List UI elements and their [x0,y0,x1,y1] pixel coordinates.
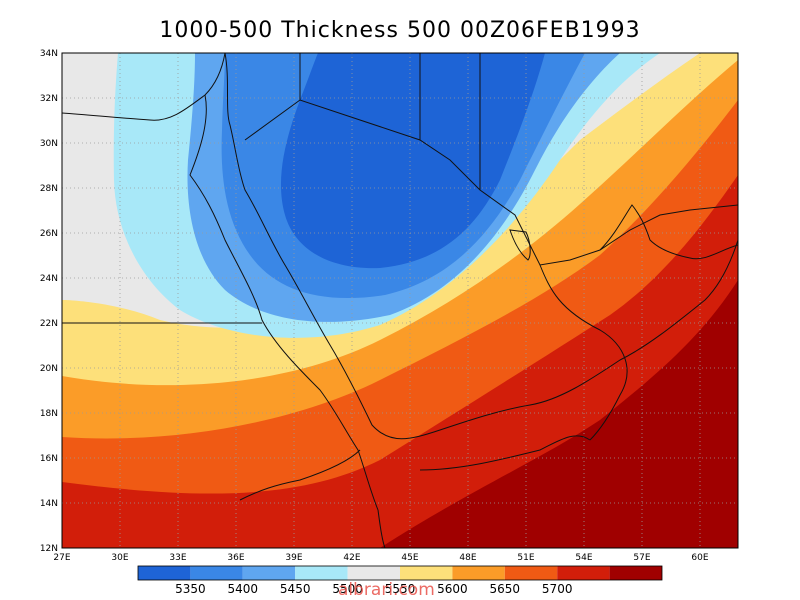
lat-label: 16N [40,454,58,464]
colorbar-swatch [504,566,558,580]
lon-label: 33E [169,553,186,563]
plot-frame [61,52,739,549]
latitude-axis: 34N 32N 30N 28N 26N 24N 22N 20N 18N 16N … [40,49,58,554]
colorbar-swatch [242,566,296,580]
lat-label: 28N [40,184,58,194]
watermark-text: albrari.com [338,580,435,600]
colorbar-label: 5450 [280,582,311,596]
lat-label: 30N [40,139,58,149]
lon-label: 48E [459,553,476,563]
colorbar-label: 5500 [332,582,363,596]
lat-label: 18N [40,409,58,419]
lon-label: 27E [53,553,70,563]
lon-label: 54E [575,553,592,563]
lon-label: 45E [401,553,418,563]
lat-label: 22N [40,319,58,329]
longitude-axis: 27E 30E 33E 36E 39E 42E 45E 48E 51E 54E … [53,553,708,563]
colorbar-swatch [190,566,243,580]
lat-label: 24N [40,274,58,284]
colorbar-swatch [295,566,348,580]
lat-label: 12N [40,544,58,554]
colorbar-swatch [452,566,505,580]
coastlines-borders [62,53,738,548]
colorbar-label: 5650 [490,582,521,596]
colorbar-label: 5600 [437,582,468,596]
colorbar-swatch [557,566,610,580]
lon-label: 57E [633,553,650,563]
colorbar-label: 5550 [385,582,416,596]
lat-label: 26N [40,229,58,239]
map-title: 1000-500 Thickness 500 00Z06FEB1993 [159,18,641,43]
colorbar: 5350 5400 5450 5500 5550 5600 5650 5700 [137,565,663,596]
lon-label: 42E [343,553,360,563]
colorbar-label: 5700 [542,582,573,596]
lon-label: 30E [111,553,128,563]
lat-label: 14N [40,499,58,509]
contour-band-5350 [280,53,545,269]
lon-label: 51E [517,553,534,563]
lon-label: 36E [227,553,244,563]
colorbar-swatch [400,566,453,580]
lon-label: 60E [691,553,708,563]
lat-label: 32N [40,94,58,104]
contour-fill-layer [62,53,738,548]
lat-label: 34N [40,49,58,59]
lat-lon-grid [62,53,738,548]
colorbar-label: 5350 [175,582,206,596]
colorbar-swatch [138,566,191,580]
lon-label: 39E [285,553,302,563]
colorbar-swatch [609,566,662,580]
lat-label: 20N [40,364,58,374]
colorbar-swatch [347,566,400,580]
colorbar-label: 5400 [228,582,259,596]
colorbar-frame [137,565,663,581]
